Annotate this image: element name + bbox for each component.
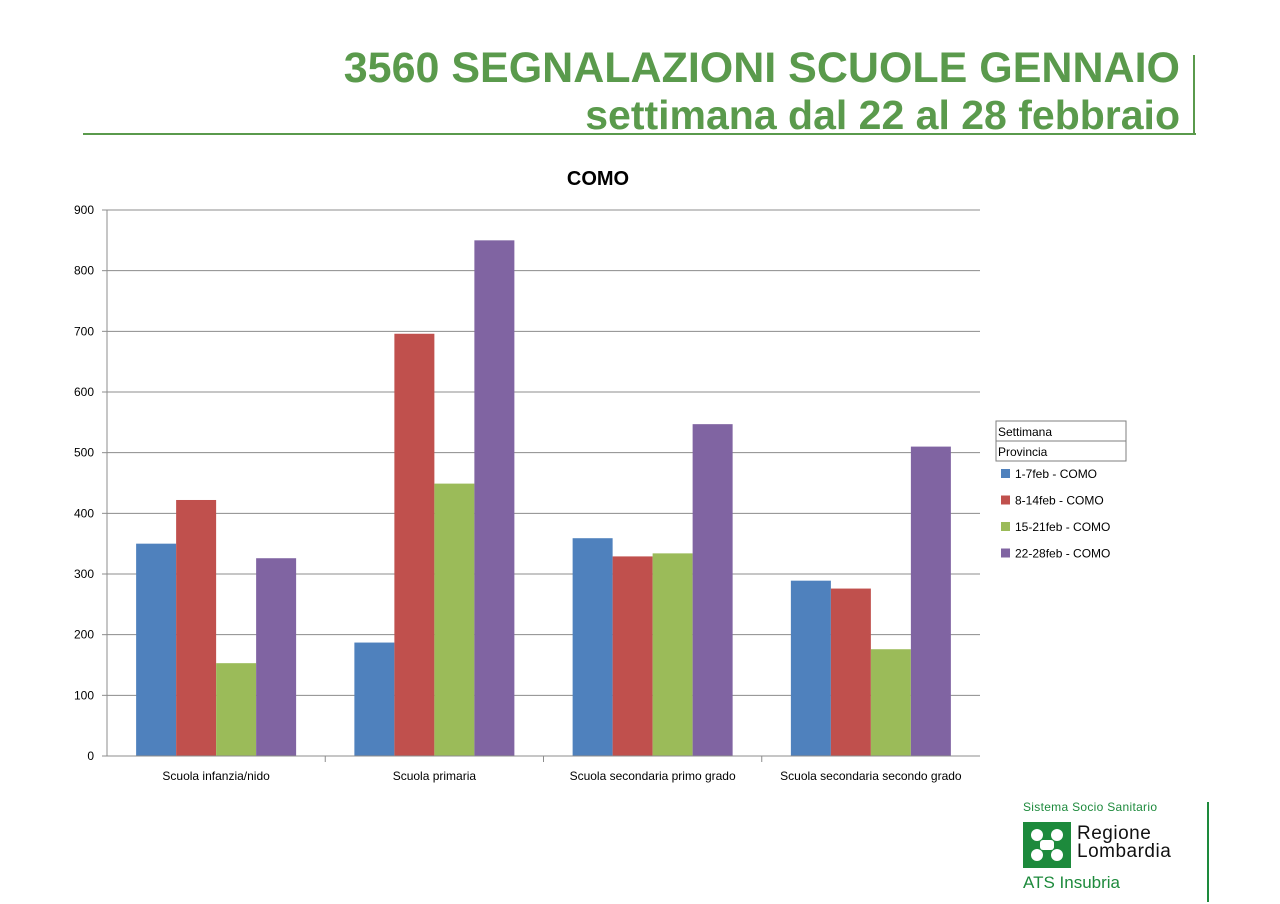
y-tick-label: 0 bbox=[87, 749, 94, 763]
slide-title: 3560 SEGNALAZIONI SCUOLE GENNAIO bbox=[343, 44, 1180, 92]
chart-bars bbox=[136, 240, 951, 756]
lombardia-rose-icon bbox=[1023, 822, 1071, 868]
legend-header-text: Provincia bbox=[998, 445, 1048, 459]
slide-header: 3560 SEGNALAZIONI SCUOLE GENNAIO settima… bbox=[0, 0, 1280, 140]
x-tick-label: Scuola secondaria secondo grado bbox=[780, 769, 962, 783]
legend-label: 1-7feb - COMO bbox=[1015, 467, 1097, 481]
y-tick-label: 900 bbox=[74, 203, 94, 217]
bar-chart: COMO 0 100 200 300 400 500 600 700 800 900 Scuola … bbox=[74, 168, 1127, 783]
x-tick-label: Scuola secondaria primo grado bbox=[570, 769, 736, 783]
legend-swatch bbox=[1001, 522, 1010, 531]
bar bbox=[692, 424, 733, 756]
bar bbox=[176, 499, 217, 756]
logo-system-label: Sistema Socio Sanitario bbox=[1023, 800, 1158, 814]
legend-swatch bbox=[1001, 469, 1010, 478]
chart-legend: Settimana Provincia 1-7feb - COMO 8-14feb -… bbox=[995, 420, 1127, 561]
bar bbox=[870, 649, 911, 756]
y-tick-label: 600 bbox=[74, 385, 94, 399]
legend-label: 8-14feb - COMO bbox=[1015, 494, 1104, 508]
y-tick-label: 300 bbox=[74, 567, 94, 581]
logo-vertical-divider bbox=[1207, 802, 1209, 902]
y-tick-label: 800 bbox=[74, 264, 94, 278]
chart-axes: 0 100 200 300 400 500 600 700 800 900 Scuola infan… bbox=[74, 203, 980, 783]
bar bbox=[474, 240, 515, 756]
x-tick-label: Scuola infanzia/nido bbox=[162, 769, 270, 783]
chart-grid bbox=[107, 209, 980, 696]
bar bbox=[910, 446, 951, 756]
slide-subtitle: settimana dal 22 al 28 febbraio bbox=[585, 92, 1180, 138]
legend-header-cell bbox=[995, 440, 1127, 462]
bar bbox=[612, 556, 653, 756]
legend-header-text: Settimana bbox=[998, 425, 1052, 439]
legend-swatch bbox=[1001, 548, 1010, 558]
chart-title: COMO bbox=[567, 168, 629, 190]
bar bbox=[216, 663, 257, 756]
bar bbox=[830, 588, 871, 756]
x-tick-label: Scuola primaria bbox=[393, 769, 477, 783]
bar bbox=[434, 483, 475, 756]
logo-name-line1: Regione bbox=[1077, 823, 1152, 844]
legend-swatch bbox=[1001, 495, 1010, 505]
legend-label: 15-21feb - COMO bbox=[1015, 520, 1110, 534]
logo-name-line2: Lombardia bbox=[1077, 841, 1172, 862]
legend-label: 22-28feb - COMO bbox=[1015, 547, 1110, 561]
bar bbox=[652, 553, 693, 756]
logo-name: Regione Lombardia bbox=[1077, 823, 1172, 862]
header-vertical-divider bbox=[1193, 55, 1195, 135]
bar bbox=[136, 543, 177, 756]
bar bbox=[256, 558, 297, 756]
y-tick-label: 500 bbox=[74, 446, 94, 460]
bar bbox=[572, 538, 613, 756]
y-tick-label: 700 bbox=[74, 324, 94, 338]
header-divider bbox=[83, 133, 1196, 135]
bar bbox=[394, 333, 435, 756]
logo-ats-label: ATS Insubria bbox=[1023, 873, 1121, 892]
y-tick-label: 100 bbox=[74, 688, 94, 702]
y-tick-label: 200 bbox=[74, 628, 94, 642]
bar bbox=[790, 580, 831, 756]
regione-lombardia-logo: Sistema Socio Sanitario Regione Lombardi… bbox=[1020, 798, 1220, 902]
bar bbox=[354, 642, 395, 756]
y-tick-label: 400 bbox=[74, 506, 94, 520]
